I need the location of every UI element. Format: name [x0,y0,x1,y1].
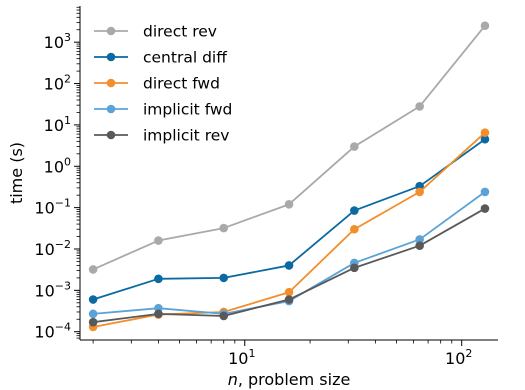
legend-marker-0 [106,26,116,36]
data-point [415,241,424,251]
y-tick-label-exp: 2 [64,73,71,86]
y-tick-label: 10−4 [34,321,71,342]
y-axis-label: time (s) [7,142,26,204]
legend-label-4: implicit rev [143,127,229,145]
data-point [284,295,294,304]
data-point [154,309,163,319]
y-tick-label-base: 10 [44,116,64,135]
legend-label-2: direct fwd [143,75,220,93]
data-point [88,295,98,304]
x-axis-label-rest: , problem size [238,370,350,389]
data-point [154,236,163,245]
x-tick-label-base: 10 [445,349,465,368]
data-point [88,265,98,274]
legend-label-1: central diff [143,49,227,67]
data-point [284,200,294,209]
y-tick-label: 10−2 [34,238,71,259]
data-point [480,128,490,137]
y-tick-label-exp: −3 [55,279,71,292]
data-point [480,204,490,213]
x-tick-label-exp: 1 [248,347,255,360]
y-tick-label-exp: −1 [55,197,71,210]
y-tick-label-base: 10 [34,240,54,259]
legend-marker-4 [106,130,116,140]
data-point [219,311,229,321]
y-tick-label-exp: 3 [64,31,71,44]
legend-label-3: implicit fwd [143,101,232,119]
data-point [350,142,359,151]
data-point [350,224,359,234]
legend-marker-2 [106,78,116,88]
data-point [88,317,98,327]
y-tick-label: 102 [44,73,71,94]
y-tick-label-base: 10 [44,157,64,176]
y-tick-label: 101 [44,114,71,135]
y-tick-label-base: 10 [34,199,54,218]
x-axis-label: n, problem size [228,370,351,389]
x-tick-label: 102 [445,347,472,368]
y-tick-label-exp: 0 [64,155,71,168]
legend: direct rev central diff direct fwd implicit… [94,23,232,145]
data-point [350,206,359,215]
data-point [88,309,98,319]
data-point [480,21,490,31]
data-point [415,235,424,244]
x-tick-label-exp: 2 [465,347,472,360]
legend-marker-1 [106,52,116,62]
data-point [284,261,294,270]
data-point [284,287,294,297]
y-tick-label: 10−1 [34,197,71,218]
data-point [219,273,229,283]
y-tick-label: 103 [44,31,71,52]
minor-ticks [76,6,453,344]
y-tick-label: 100 [44,155,71,176]
x-tick-label-base: 10 [228,349,248,368]
legend-marker-3 [106,104,116,114]
y-tick-label: 10−3 [34,279,71,300]
x-axis-label-italic: n [228,370,238,389]
data-point [480,187,490,197]
y-tick-label-exp: −4 [55,321,71,334]
data-point [415,187,424,197]
y-tick-label-base: 10 [34,281,54,300]
y-tick-label-base: 10 [44,75,64,94]
series-layer [88,21,490,332]
y-tick-label-base: 10 [44,33,64,52]
axes-lines [79,6,498,341]
data-point [219,223,229,233]
y-tick-label-base: 10 [34,323,54,342]
data-point [415,102,424,111]
data-point [154,274,163,284]
x-tick-label: 101 [228,347,255,368]
legend-label-0: direct rev [143,23,217,41]
y-tick-label-exp: 1 [64,114,71,127]
data-point [350,263,359,273]
data-point [480,134,490,144]
series-line-1 [92,138,486,301]
y-tick-label-exp: −2 [55,238,71,251]
